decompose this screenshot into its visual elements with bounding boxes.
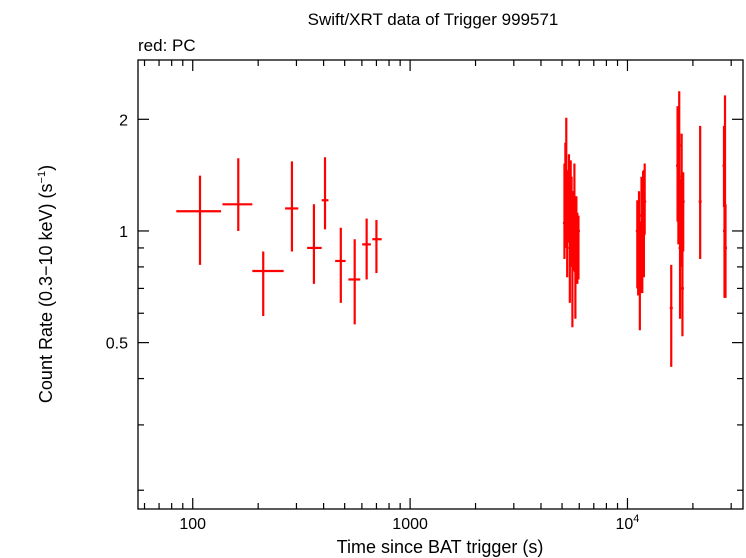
x-tick-label-text: 100	[179, 516, 206, 533]
data-point	[348, 239, 361, 325]
data-point	[321, 157, 329, 230]
data-point	[335, 227, 346, 303]
chart-title: Swift/XRT data of Trigger 999571	[308, 10, 559, 29]
x-tick-label: 104	[616, 513, 640, 533]
y-axis: 0.5 1 2	[106, 112, 743, 491]
data-point	[176, 175, 222, 265]
y-tick-label: 0.5	[106, 336, 128, 353]
chart-subtitle: red: PC	[138, 36, 196, 55]
data-point	[362, 218, 371, 280]
x-tick-label-text: 10	[616, 516, 634, 533]
data-point	[724, 204, 728, 298]
data-point	[669, 264, 673, 367]
data-point	[372, 220, 382, 274]
x-tick-label-text: 1000	[392, 516, 428, 533]
y-axis-label-close: )	[36, 165, 56, 171]
data-point	[698, 125, 702, 260]
y-axis-label-main: Count Rate (0.3−10 keV) (s	[36, 183, 56, 403]
y-axis-label-sup: −1	[36, 171, 48, 184]
data-point	[681, 172, 685, 252]
x-tick-label-exponent: 4	[633, 513, 639, 525]
x-axis: 100 1000 104	[143, 60, 732, 533]
x-tick-label: 1000	[392, 516, 428, 533]
data-point	[285, 161, 299, 252]
y-tick-label: 1	[119, 224, 128, 241]
data-series-pc	[176, 91, 728, 367]
y-axis-label: Count Rate (0.3−10 keV) (s−1)	[36, 165, 56, 403]
data-point	[252, 251, 284, 316]
data-point	[576, 215, 580, 280]
y-tick-label: 2	[119, 112, 128, 129]
x-tick-label: 100	[179, 516, 206, 533]
data-point	[222, 158, 253, 231]
data-point	[307, 204, 322, 284]
data-point	[643, 163, 647, 235]
x-axis-label: Time since BAT trigger (s)	[337, 537, 544, 557]
plot-frame	[137, 59, 744, 510]
data-point	[677, 91, 681, 202]
